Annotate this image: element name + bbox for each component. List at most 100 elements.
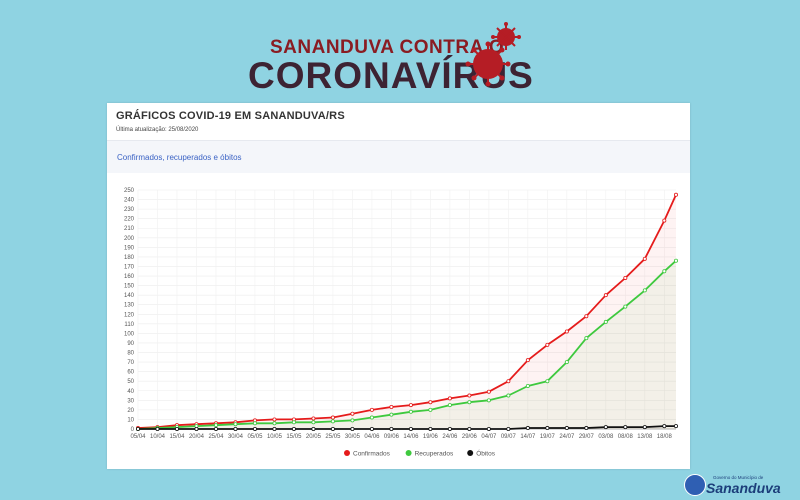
x-tick-label: 13/08 <box>637 434 653 440</box>
legend-marker <box>467 450 474 456</box>
x-tick-label: 24/07 <box>559 434 575 440</box>
data-point <box>174 426 179 431</box>
data-point <box>369 407 374 412</box>
data-point <box>252 426 257 431</box>
data-point <box>272 421 277 426</box>
data-point <box>291 426 296 431</box>
y-tick-label: 150 <box>124 284 135 290</box>
municipality-emblem-icon <box>684 474 706 496</box>
y-tick-label: 190 <box>124 245 135 251</box>
data-point <box>194 426 199 431</box>
data-point <box>330 415 335 420</box>
data-point <box>603 293 608 298</box>
x-tick-label: 10/05 <box>267 434 283 440</box>
x-tick-label: 19/07 <box>540 434 556 440</box>
logo-city-text: Sananduva <box>706 480 781 496</box>
y-tick-label: 140 <box>124 293 135 299</box>
y-tick-label: 60 <box>127 370 134 376</box>
legend-marker <box>405 450 412 456</box>
data-point <box>155 426 160 431</box>
x-tick-label: 30/04 <box>228 434 244 440</box>
y-tick-label: 20 <box>127 408 134 414</box>
x-tick-label: 05/05 <box>247 434 263 440</box>
y-tick-label: 30 <box>127 398 134 404</box>
data-point <box>623 304 628 309</box>
data-point <box>674 424 679 429</box>
chart-section-header[interactable]: Confirmados, recuperados e óbitos <box>107 140 690 173</box>
data-point <box>447 396 452 401</box>
data-point <box>545 342 550 347</box>
y-tick-label: 240 <box>124 198 135 204</box>
data-point <box>662 218 667 223</box>
x-tick-label: 25/04 <box>208 434 224 440</box>
data-point <box>447 426 452 431</box>
data-point <box>662 424 667 429</box>
data-point <box>369 415 374 420</box>
data-point <box>674 258 679 263</box>
data-point <box>311 420 316 425</box>
data-point <box>408 403 413 408</box>
data-point <box>428 407 433 412</box>
legend-marker <box>344 450 350 456</box>
data-point <box>330 426 335 431</box>
data-point <box>389 412 394 417</box>
data-point <box>584 426 589 431</box>
data-point <box>564 329 569 334</box>
y-tick-label: 220 <box>124 217 135 223</box>
chart-section-title: Confirmados, recuperados e óbitos <box>117 153 242 162</box>
y-tick-label: 230 <box>124 207 135 213</box>
card-title: GRÁFICOS COVID-19 EM SANANDUVA/RS <box>116 110 345 122</box>
virus-icon <box>465 22 521 87</box>
x-tick-label: 29/07 <box>579 434 595 440</box>
data-point <box>428 400 433 405</box>
data-point <box>350 418 355 423</box>
data-point <box>506 426 511 431</box>
data-point <box>642 288 647 293</box>
data-point <box>291 420 296 425</box>
data-point <box>252 421 257 426</box>
data-point <box>330 419 335 424</box>
series-area <box>138 260 676 429</box>
x-tick-label: 15/05 <box>286 434 302 440</box>
data-point <box>486 426 491 431</box>
y-tick-label: 50 <box>127 379 134 385</box>
data-point <box>408 409 413 414</box>
data-point <box>603 319 608 324</box>
y-tick-label: 0 <box>131 427 135 433</box>
data-point <box>525 426 530 431</box>
x-tick-label: 14/07 <box>520 434 536 440</box>
data-point <box>467 426 472 431</box>
data-point <box>272 426 277 431</box>
data-point <box>486 398 491 403</box>
data-point <box>662 269 667 274</box>
x-tick-label: 19/06 <box>423 434 439 440</box>
series-area <box>138 194 676 429</box>
data-point <box>233 422 238 427</box>
y-tick-label: 80 <box>127 351 134 357</box>
data-point <box>674 192 679 197</box>
data-point <box>233 426 238 431</box>
data-point <box>642 425 647 430</box>
x-tick-label: 15/04 <box>169 434 185 440</box>
x-tick-label: 09/07 <box>501 434 517 440</box>
y-tick-label: 40 <box>127 389 134 395</box>
x-tick-label: 04/06 <box>364 434 380 440</box>
banner-subtitle: SANANDUVA CONTRA O <box>270 37 505 58</box>
data-point <box>603 425 608 430</box>
y-tick-label: 160 <box>124 274 135 280</box>
x-tick-label: 18/08 <box>657 434 673 440</box>
data-point <box>428 426 433 431</box>
data-point <box>213 423 218 428</box>
data-point <box>311 426 316 431</box>
municipality-logo: Governo do Município de Sananduva <box>684 472 784 498</box>
x-tick-label: 10/04 <box>150 434 166 440</box>
y-tick-label: 120 <box>124 312 135 318</box>
chart-card: GRÁFICOS COVID-19 EM SANANDUVA/RS Última… <box>107 103 690 469</box>
x-tick-label: 30/05 <box>345 434 361 440</box>
x-tick-label: 03/08 <box>598 434 614 440</box>
y-tick-label: 90 <box>127 341 134 347</box>
data-point <box>564 426 569 431</box>
line-chart: 0 10 20 30 40 50 60 70 80 90 100 110 120 130 140 150 160… <box>124 188 679 457</box>
y-tick-label: 10 <box>127 417 134 423</box>
data-point <box>389 405 394 410</box>
